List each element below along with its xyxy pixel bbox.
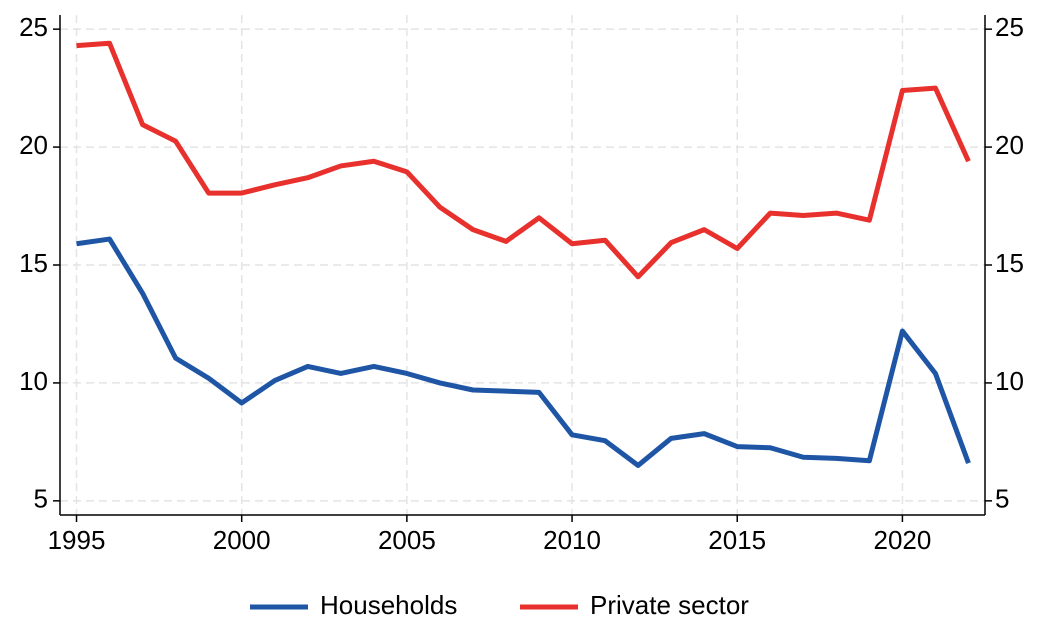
x-tick-label: 2015 bbox=[708, 525, 766, 555]
y2-tick-label: 25 bbox=[995, 12, 1024, 42]
y-tick-label: 25 bbox=[19, 12, 48, 42]
y-tick-label: 15 bbox=[19, 248, 48, 278]
y2-tick-label: 5 bbox=[995, 484, 1009, 514]
y-tick-label: 20 bbox=[19, 130, 48, 160]
x-tick-label: 2020 bbox=[873, 525, 931, 555]
legend-label: Private sector bbox=[590, 590, 749, 620]
y2-tick-label: 20 bbox=[995, 130, 1024, 160]
x-tick-label: 2005 bbox=[378, 525, 436, 555]
line bbox=[76, 40, 971, 280]
y2-tick-label: 10 bbox=[995, 366, 1024, 396]
y2-tick-label: 15 bbox=[995, 248, 1024, 278]
x-tick-label: 2000 bbox=[213, 525, 271, 555]
y-tick-label: 10 bbox=[19, 366, 48, 396]
x-tick-label: 2010 bbox=[543, 525, 601, 555]
line bbox=[76, 236, 971, 468]
y-tick-label: 5 bbox=[34, 484, 48, 514]
x-tick-label: 1995 bbox=[48, 525, 106, 555]
legend-label: Households bbox=[320, 590, 457, 620]
